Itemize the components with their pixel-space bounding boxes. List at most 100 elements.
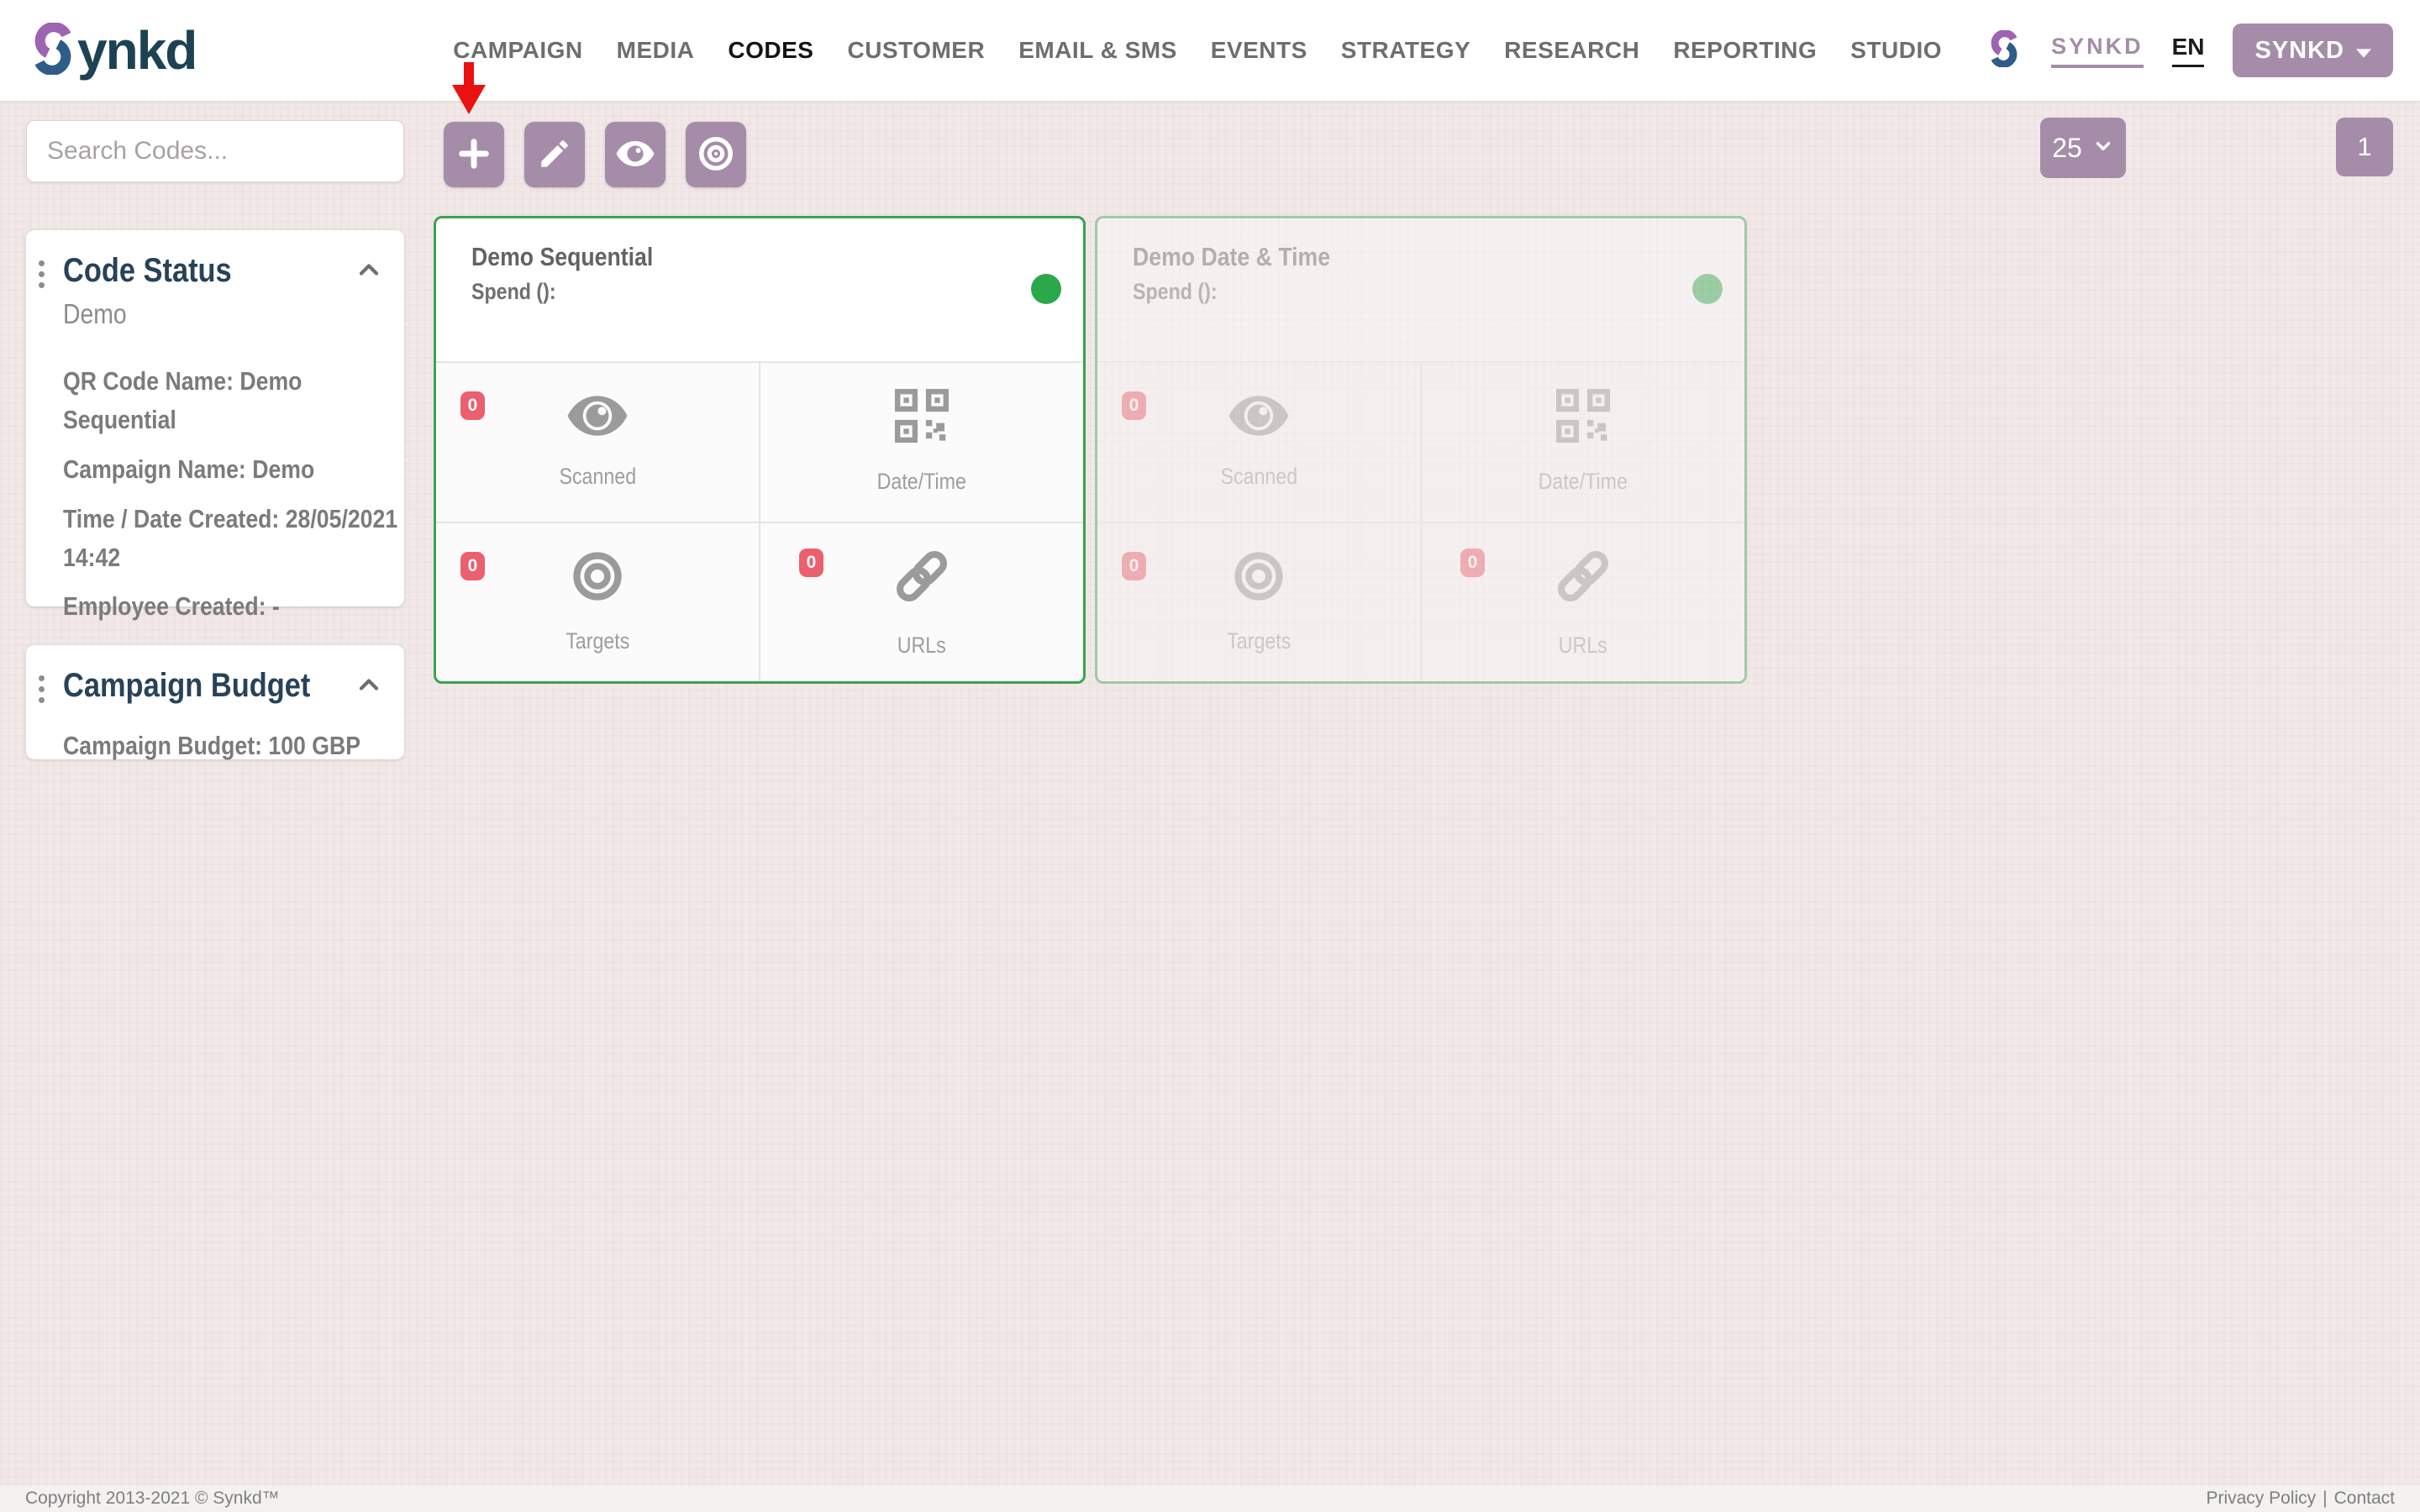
page-size-value: 25	[2052, 132, 2082, 163]
synkd-logo[interactable]: ynkd	[27, 19, 197, 81]
tile-label: Targets	[1226, 627, 1292, 654]
account-menu-label: SYNKD	[2254, 36, 2344, 64]
main-nav: CAMPAIGN MEDIA CODES CUSTOMER EMAIL & SM…	[453, 37, 1942, 64]
caret-down-icon	[2356, 37, 2371, 65]
spend-label: Spend ():	[471, 279, 556, 304]
copyright-text: Copyright 2013-2021 © Synkd™	[25, 1488, 280, 1508]
badge-count: 0	[799, 548, 823, 577]
target-icon	[571, 550, 623, 606]
qr-code-card-demo-date-time[interactable]: Demo Date & Time Spend (): 0 Scanned	[1095, 216, 1747, 684]
qr-code-card-demo-sequential[interactable]: Demo Sequential Spend (): 0 Scanned	[434, 216, 1086, 684]
collapse-button[interactable]	[354, 669, 384, 702]
qr-code-icon	[1556, 389, 1610, 447]
tile-label: Scanned	[1220, 464, 1297, 490]
code-status-card: Code Status Demo QR Code Name: Demo Sequ…	[26, 230, 404, 670]
badge-count: 0	[1122, 551, 1146, 580]
footer: Copyright 2013-2021 © Synkd™ Privacy Pol…	[0, 1485, 2420, 1512]
view-button[interactable]	[605, 122, 666, 187]
chevron-up-icon	[354, 679, 384, 702]
code-status-subtitle: Demo	[63, 298, 127, 329]
qr-card-header: Demo Sequential Spend ():	[436, 218, 1083, 361]
code-status-title: Code Status	[63, 252, 232, 289]
nav-item-strategy[interactable]: STRATEGY	[1340, 37, 1471, 63]
field-date-created: Time / Date Created: 28/05/2021 14:42	[63, 503, 398, 572]
footer-separator: |	[2323, 1488, 2328, 1508]
tile-label: URLs	[897, 632, 947, 658]
search-input[interactable]	[26, 120, 404, 182]
status-dot	[1692, 274, 1723, 304]
nav-item-customer[interactable]: CUSTOMER	[847, 37, 986, 63]
eye-icon	[566, 394, 629, 442]
drag-handle-icon[interactable]	[39, 675, 45, 703]
tile-scanned[interactable]: 0 Scanned	[436, 363, 759, 522]
synkd-logo-mark-icon	[27, 21, 79, 79]
nav-item-studio[interactable]: STUDIO	[1850, 37, 1943, 63]
link-icon	[1553, 546, 1613, 611]
qr-tile-grid: 0 Scanned	[1097, 361, 1744, 681]
language-link[interactable]: EN	[2171, 34, 2205, 67]
tile-label: Date/Time	[1538, 469, 1628, 495]
page-size-select[interactable]: 25	[2040, 118, 2126, 178]
edit-button[interactable]	[524, 122, 585, 187]
nav-item-email-sms[interactable]: EMAIL & SMS	[1018, 37, 1177, 63]
badge-count: 0	[1122, 391, 1146, 420]
field-qr-code-name: QR Code Name: Demo Sequential	[63, 366, 302, 434]
tile-urls[interactable]: 0 URLs	[1422, 522, 1744, 681]
tile-scanned[interactable]: 0 Scanned	[1097, 363, 1420, 522]
campaign-budget-title: Campaign Budget	[63, 667, 311, 704]
tile-label: Scanned	[559, 464, 636, 490]
nav-item-reporting[interactable]: REPORTING	[1673, 37, 1818, 63]
account-menu-button[interactable]: SYNKD	[2233, 24, 2393, 77]
add-button[interactable]	[444, 122, 504, 187]
tile-label: URLs	[1558, 632, 1608, 658]
chevron-down-icon	[2092, 133, 2114, 164]
status-dot	[1031, 274, 1061, 304]
collapse-button[interactable]	[354, 255, 384, 287]
badge-count: 0	[460, 551, 485, 580]
tile-targets[interactable]: 0 Targets	[436, 522, 759, 681]
tile-urls[interactable]: 0 URLs	[760, 522, 1083, 681]
eye-icon	[615, 139, 655, 171]
campaign-budget-fields: Campaign Budget: 100 GBP	[63, 727, 402, 765]
tile-datetime[interactable]: Date/Time	[1422, 363, 1744, 522]
nav-item-media[interactable]: MEDIA	[616, 37, 695, 63]
nav-item-campaign[interactable]: CAMPAIGN	[453, 37, 583, 63]
badge-count: 0	[1460, 548, 1485, 577]
plus-icon	[455, 135, 492, 175]
page-1-button[interactable]: 1	[2336, 118, 2393, 176]
nav-item-events[interactable]: EVENTS	[1210, 37, 1307, 63]
link-icon	[892, 546, 952, 611]
target-icon	[1233, 550, 1285, 606]
annotation-arrow-icon	[447, 62, 491, 120]
drag-handle-icon[interactable]	[39, 260, 45, 288]
tile-datetime[interactable]: Date/Time	[760, 363, 1083, 522]
synkd-mini-mark-icon	[1986, 29, 2023, 71]
chevron-up-icon	[354, 264, 384, 287]
nav-item-research[interactable]: RESEARCH	[1504, 37, 1640, 63]
logo-wordmark: ynkd	[77, 20, 197, 81]
badge-count: 0	[460, 391, 485, 420]
tile-targets[interactable]: 0 Targets	[1097, 522, 1420, 681]
field-campaign-name: Campaign Name: Demo	[63, 454, 315, 484]
field-employee-created: Employee Created: -	[63, 591, 280, 622]
privacy-policy-link[interactable]: Privacy Policy	[2206, 1488, 2317, 1508]
qr-code-icon	[895, 389, 949, 447]
qr-card-header: Demo Date & Time Spend ():	[1097, 218, 1744, 361]
target-button[interactable]	[686, 122, 746, 187]
qr-card-title: Demo Sequential	[471, 242, 654, 271]
contact-link[interactable]: Contact	[2333, 1488, 2395, 1508]
spend-label: Spend ():	[1133, 279, 1218, 304]
workspace-link[interactable]: SYNKD	[2051, 34, 2144, 68]
nav-item-codes[interactable]: CODES	[728, 37, 814, 63]
account-cluster: SYNKD EN SYNKD	[1986, 24, 2393, 77]
tile-label: Targets	[565, 627, 630, 654]
target-icon	[697, 135, 734, 175]
field-campaign-budget: Campaign Budget: 100 GBP	[63, 731, 361, 760]
pencil-icon	[537, 136, 572, 174]
top-header: ynkd CAMPAIGN MEDIA CODES CUSTOMER EMAIL…	[0, 0, 2420, 101]
code-status-fields: QR Code Name: Demo Sequential Campaign N…	[63, 362, 402, 675]
tile-label: Date/Time	[876, 469, 967, 495]
page-number: 1	[2357, 132, 2372, 161]
qr-card-title: Demo Date & Time	[1133, 242, 1331, 271]
